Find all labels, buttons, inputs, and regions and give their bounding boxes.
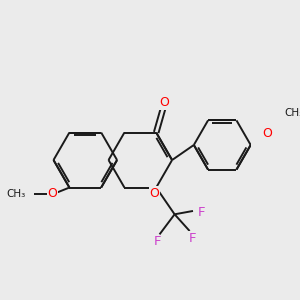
Text: O: O bbox=[262, 127, 272, 140]
Text: CH₃: CH₃ bbox=[7, 189, 26, 199]
Text: CH₃: CH₃ bbox=[284, 108, 300, 118]
Text: O: O bbox=[150, 187, 160, 200]
Text: F: F bbox=[188, 232, 196, 245]
Text: F: F bbox=[198, 206, 205, 219]
Text: O: O bbox=[48, 187, 58, 200]
Text: O: O bbox=[160, 96, 170, 109]
Text: F: F bbox=[153, 236, 161, 248]
